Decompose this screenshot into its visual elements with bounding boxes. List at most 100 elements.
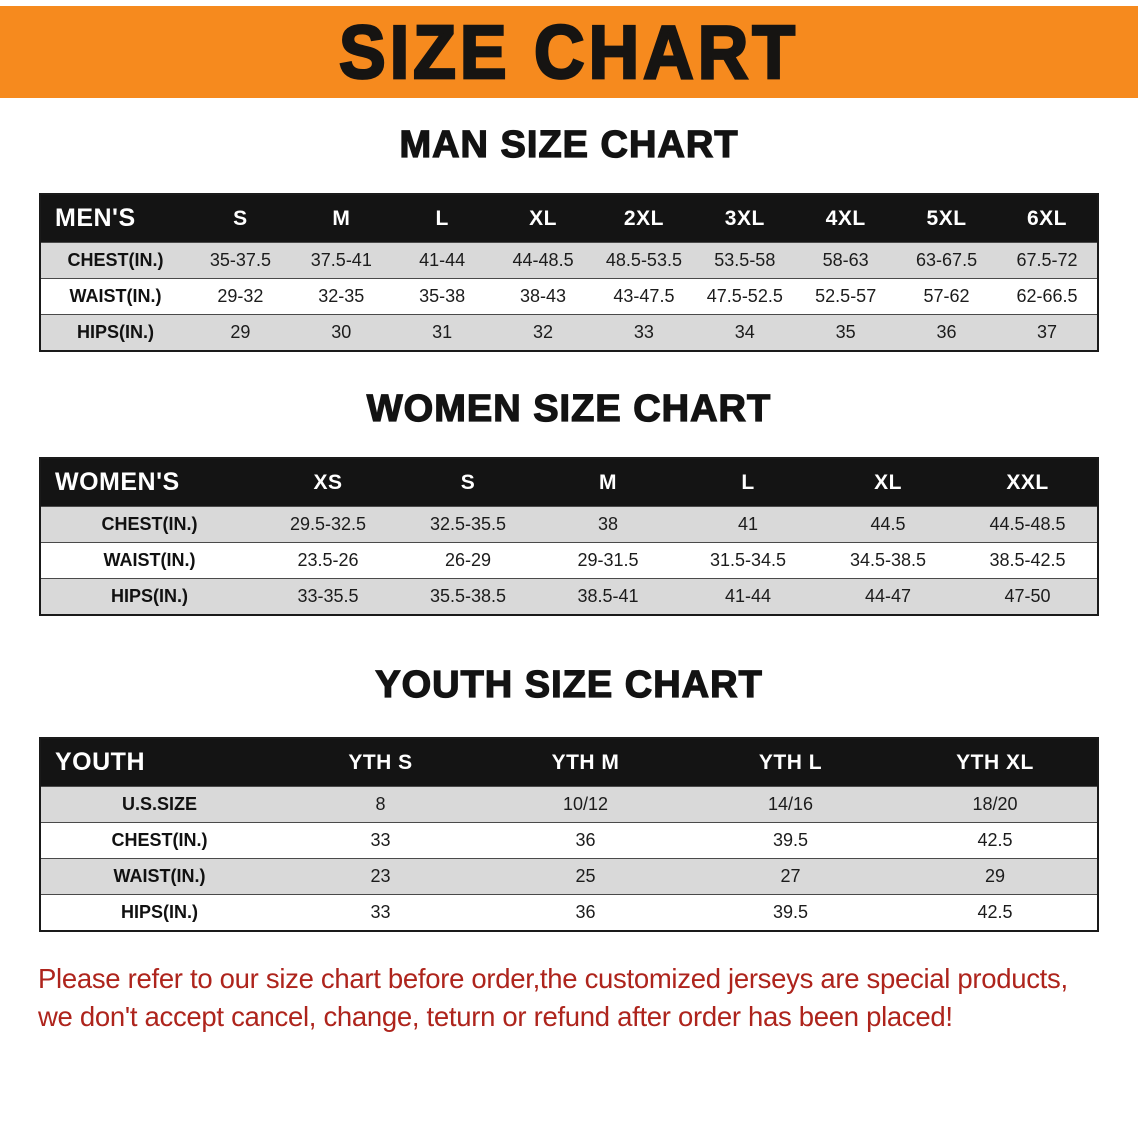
size-value: 29-32 [190,278,291,315]
size-value: 47.5-52.5 [694,278,796,315]
size-value: 31 [391,314,493,351]
size-value: 47-50 [958,578,1098,615]
size-column-header: S [460,470,476,494]
man-size-chart-title: MAN SIZE CHART [399,123,739,166]
size-value: 35.5-38.5 [398,578,538,615]
youth-table-header-row: YOUTH YTH S YTH M YTH L YTH XL [40,738,1098,787]
size-value: 33 [278,894,483,931]
size-column-header: L [435,206,449,230]
size-value: 39.5 [688,822,893,859]
size-value: 30 [290,314,392,351]
size-value: 35-37.5 [190,242,291,279]
size-value: 31.5-34.5 [678,542,818,579]
size-value: 27 [688,858,893,895]
size-value: 43-47.5 [593,278,695,315]
table-row: CHEST(IN.) 33 36 39.5 42.5 [40,822,1098,859]
size-column-header: M [599,470,617,494]
size-value: 37.5-41 [290,242,392,279]
size-value: 52.5-57 [795,278,897,315]
disclaimer-text: Please refer to our size chart before or… [38,960,1100,1036]
table-category-header: MEN'S [55,204,136,232]
size-value: 29.5-32.5 [258,506,398,543]
size-column-header: 4XL [825,206,866,230]
size-column-header: S [233,206,248,230]
row-label: CHEST(IN.) [40,242,190,279]
women-table-header-row: WOMEN'S XS S M L XL XXL [40,458,1098,507]
size-value: 38-43 [492,278,594,315]
row-label: CHEST(IN.) [40,506,258,543]
size-value: 67.5-72 [997,242,1098,279]
size-column-header: YTH M [551,750,620,774]
row-label: HIPS(IN.) [40,578,258,615]
size-value: 26-29 [398,542,538,579]
size-value: 39.5 [688,894,893,931]
disclaimer-line-2: we don't accept cancel, change, teturn o… [38,1001,953,1032]
size-value: 41-44 [678,578,818,615]
size-value: 35 [795,314,897,351]
size-value: 35-38 [391,278,493,315]
row-label: WAIST(IN.) [40,278,190,315]
men-size-table: MEN'S S M L XL 2XL 3XL 4XL 5XL 6XL CHEST(IN.) 35-3… [39,193,1099,352]
size-value: 32 [492,314,594,351]
size-column-header: YTH L [758,750,823,774]
size-chart-banner: SIZE CHART [0,6,1138,98]
size-column-header: 2XL [623,206,664,230]
size-value: 44.5-48.5 [958,506,1098,543]
size-value: 23.5-26 [258,542,398,579]
size-value: 41-44 [391,242,493,279]
size-column-header: 6XL [1026,206,1067,230]
size-column-header: 5XL [926,206,967,230]
size-value: 25 [483,858,688,895]
size-value: 37 [997,314,1098,351]
size-value: 29 [190,314,291,351]
size-value: 48.5-53.5 [593,242,695,279]
row-label: HIPS(IN.) [40,314,190,351]
table-category-header: WOMEN'S [55,468,180,496]
size-value: 38.5-41 [538,578,678,615]
size-value: 33 [278,822,483,859]
size-value: 44-48.5 [492,242,594,279]
men-table-header-row: MEN'S S M L XL 2XL 3XL 4XL 5XL 6XL [40,194,1098,243]
size-value: 34 [694,314,796,351]
row-label: HIPS(IN.) [40,894,278,931]
row-label: WAIST(IN.) [40,542,258,579]
size-value: 10/12 [483,786,688,823]
table-row: CHEST(IN.) 35-37.5 37.5-41 41-44 44-48.5 48.5… [40,242,1098,279]
size-value: 44-47 [818,578,958,615]
size-column-header: L [741,470,755,494]
size-value: 29-31.5 [538,542,678,579]
table-category-header: YOUTH [55,748,145,776]
size-column-header: XL [529,206,557,230]
size-column-header: YTH XL [956,750,1034,774]
size-value: 32-35 [290,278,392,315]
size-column-header: YTH S [348,750,413,774]
size-column-header: M [332,206,351,230]
size-value: 8 [278,786,483,823]
size-value: 58-63 [795,242,897,279]
table-row: CHEST(IN.) 29.5-32.5 32.5-35.5 38 41 44.5 44.5… [40,506,1098,543]
size-value: 38.5-42.5 [958,542,1098,579]
women-size-chart-title: WOMEN SIZE CHART [366,387,772,430]
women-size-table: WOMEN'S XS S M L XL XXL CHEST(IN.) 29.5-32.5 32.… [39,457,1099,616]
size-value: 23 [278,858,483,895]
row-label: CHEST(IN.) [40,822,278,859]
size-value: 42.5 [893,822,1098,859]
size-column-header: XS [313,470,343,494]
size-value: 33 [593,314,695,351]
size-value: 57-62 [896,278,997,315]
row-label: WAIST(IN.) [40,858,278,895]
size-value: 41 [678,506,818,543]
size-value: 32.5-35.5 [398,506,538,543]
size-value: 63-67.5 [896,242,997,279]
size-value: 42.5 [893,894,1098,931]
table-row: HIPS(IN.) 29 30 31 32 33 34 35 36 37 [40,314,1098,351]
size-value: 14/16 [688,786,893,823]
table-row: HIPS(IN.) 33-35.5 35.5-38.5 38.5-41 41-44 44-… [40,578,1098,615]
size-column-header: 3XL [724,206,765,230]
size-value: 44.5 [818,506,958,543]
table-row: WAIST(IN.) 29-32 32-35 35-38 38-43 43-47.5 47.… [40,278,1098,315]
table-row: WAIST(IN.) 23.5-26 26-29 29-31.5 31.5-34.5 34… [40,542,1098,579]
size-chart-title: SIZE CHART [338,9,799,96]
size-value: 36 [483,894,688,931]
size-value: 33-35.5 [258,578,398,615]
